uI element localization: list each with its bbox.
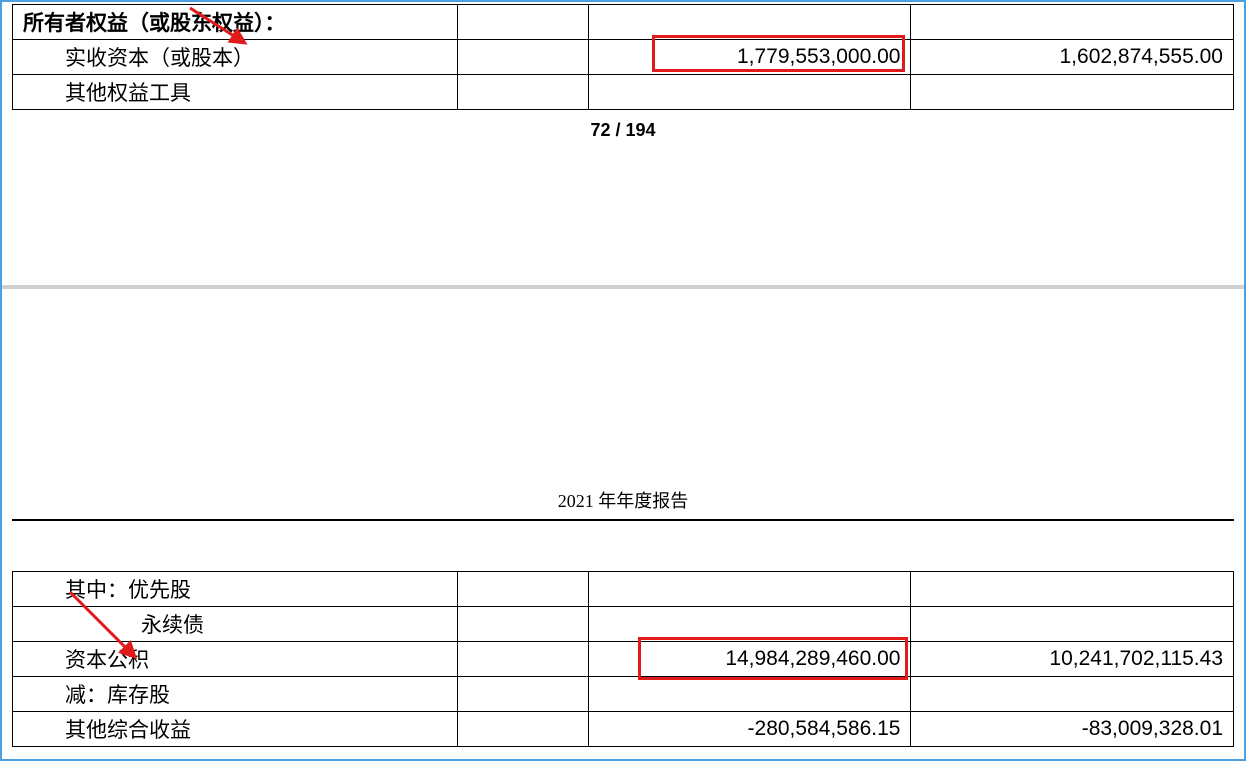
table-row: 实收资本（或股本） 1,779,553,000.00 1,602,874,555… (13, 40, 1234, 75)
top-page-fragment: 所有者权益（或股东权益）： 实收资本（或股本） 1,779,553,000.00… (2, 2, 1244, 141)
equity-table-bottom: 其中：优先股 永续债 资本公积 14,984,289,460.00 10,241… (12, 571, 1234, 747)
row-value-current (589, 677, 911, 712)
empty-cell (589, 5, 911, 40)
row-value-prior: 1,602,874,555.00 (911, 40, 1234, 75)
empty-cell (457, 75, 588, 110)
row-value-current: 1,779,553,000.00 (589, 40, 911, 75)
empty-cell (457, 677, 588, 712)
row-value-current (589, 572, 911, 607)
row-label: 其他综合收益 (13, 712, 458, 747)
report-title: 2021 年年度报告 (2, 487, 1244, 513)
row-value-prior (911, 75, 1234, 110)
row-value-prior: -83,009,328.01 (911, 712, 1234, 747)
row-value-current (589, 75, 911, 110)
empty-cell (457, 5, 588, 40)
row-value-prior (911, 607, 1234, 642)
empty-cell (457, 40, 588, 75)
row-label: 永续债 (13, 607, 458, 642)
page-number: 72 / 194 (2, 120, 1244, 141)
page-separator-line (2, 285, 1244, 289)
table-row: 其他综合收益 -280,584,586.15 -83,009,328.01 (13, 712, 1234, 747)
row-label: 实收资本（或股本） (13, 40, 458, 75)
report-title-underline (12, 519, 1234, 521)
table-header-row: 所有者权益（或股东权益）： (13, 5, 1234, 40)
equity-table-top: 所有者权益（或股东权益）： 实收资本（或股本） 1,779,553,000.00… (12, 4, 1234, 110)
page-gap (2, 141, 1244, 347)
row-value-prior (911, 572, 1234, 607)
table-row: 其中：优先股 (13, 572, 1234, 607)
table-row: 其他权益工具 (13, 75, 1234, 110)
row-value-current (589, 607, 911, 642)
empty-cell (911, 5, 1234, 40)
empty-cell (457, 572, 588, 607)
empty-cell (457, 712, 588, 747)
row-value-prior (911, 677, 1234, 712)
empty-cell (457, 642, 588, 677)
row-label: 其中：优先股 (13, 572, 458, 607)
row-label: 资本公积 (13, 642, 458, 677)
table-row: 减：库存股 (13, 677, 1234, 712)
row-value-current: 14,984,289,460.00 (589, 642, 911, 677)
bottom-page-fragment: 2021 年年度报告 其中：优先股 永续债 资本公积 14,984,289,46… (2, 487, 1244, 747)
row-label: 其他权益工具 (13, 75, 458, 110)
equity-section-header: 所有者权益（或股东权益）： (13, 5, 458, 40)
empty-cell (457, 607, 588, 642)
row-value-prior: 10,241,702,115.43 (911, 642, 1234, 677)
row-label: 减：库存股 (13, 677, 458, 712)
table-row: 资本公积 14,984,289,460.00 10,241,702,115.43 (13, 642, 1234, 677)
row-value-current: -280,584,586.15 (589, 712, 911, 747)
table-row: 永续债 (13, 607, 1234, 642)
